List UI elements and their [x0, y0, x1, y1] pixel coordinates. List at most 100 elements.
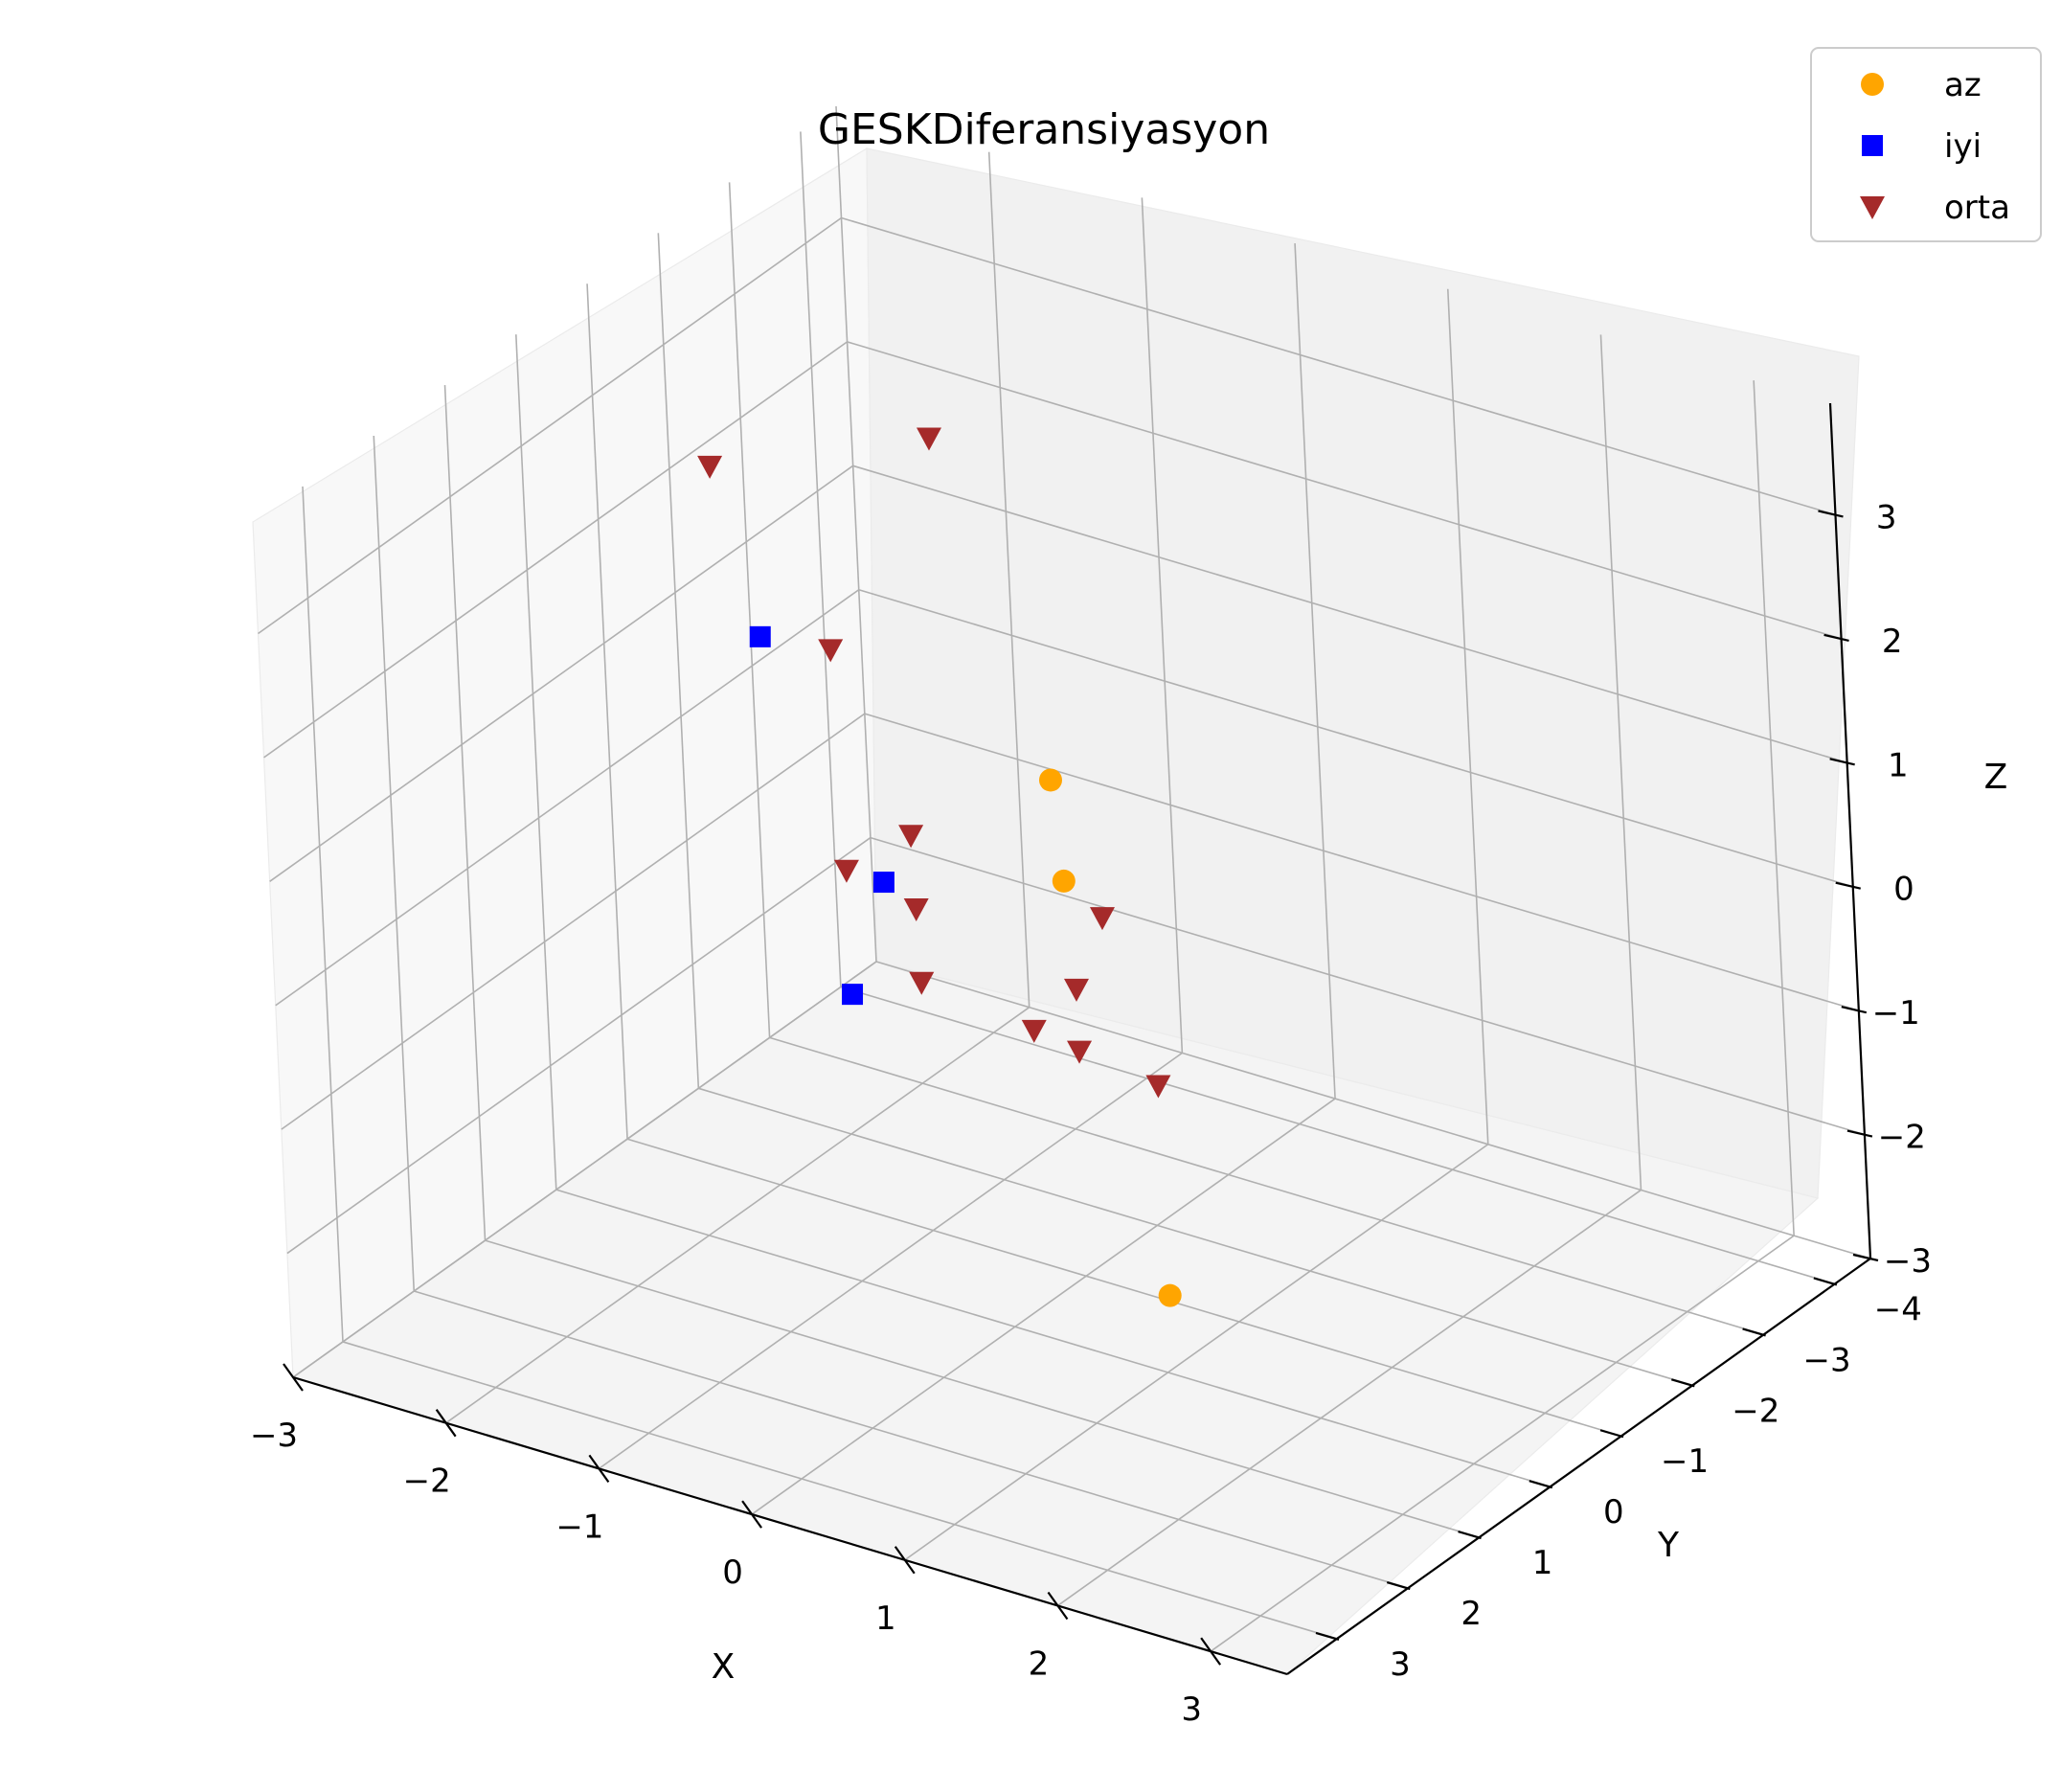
y-gridline-floor — [555, 1189, 1551, 1487]
x-tick — [741, 1500, 762, 1529]
x-gridline-wall — [835, 105, 877, 963]
y-gridline-wall — [728, 182, 771, 1038]
z-gridline-left — [263, 341, 849, 759]
y-axis-label: Y — [1657, 1526, 1680, 1565]
x-tick-label: −2 — [403, 1463, 451, 1501]
x-gridline-wall — [1446, 288, 1489, 1145]
z-tick-label: −3 — [1884, 1242, 1932, 1281]
x-gridline-wall — [1753, 380, 1795, 1236]
y-gridline-floor — [414, 1290, 1409, 1589]
point-orta — [1089, 907, 1115, 931]
y-gridline-floor — [769, 1036, 1764, 1336]
z-gridline-left — [269, 465, 854, 882]
x-gridline-floor — [598, 1052, 1183, 1470]
y-tick — [1315, 1631, 1340, 1642]
point-az — [1158, 1283, 1182, 1307]
y-gridline-wall — [514, 334, 557, 1191]
x-gridline-wall — [987, 151, 1030, 1008]
z-tick — [1823, 633, 1849, 642]
point-orta — [818, 639, 844, 663]
x-tick — [1047, 1591, 1069, 1621]
legend-item-az: az — [1861, 66, 1982, 104]
point-orta — [833, 859, 859, 883]
y-gridline-wall — [657, 233, 700, 1089]
series-iyi — [749, 625, 895, 1006]
x-gridline-wall — [1294, 243, 1336, 1100]
y-tick-label: −2 — [1732, 1392, 1779, 1430]
z-tick-label: −2 — [1878, 1119, 1926, 1157]
y-tick-label: 1 — [1532, 1544, 1553, 1582]
x-tick — [435, 1409, 457, 1438]
y-tick-label: 3 — [1390, 1645, 1411, 1684]
z-gridline-left — [281, 713, 866, 1130]
y-gridline-floor — [840, 986, 1836, 1285]
point-orta — [916, 427, 941, 451]
z-gridline-left — [275, 589, 860, 1007]
point-orta — [1063, 978, 1089, 1002]
y-gridline-wall — [443, 385, 487, 1241]
y-tick-label: −1 — [1661, 1442, 1709, 1481]
y-gridline-floor — [698, 1087, 1693, 1387]
point-orta — [1021, 1019, 1047, 1043]
series-orta — [697, 427, 1171, 1099]
z-gridline-left — [286, 836, 872, 1255]
y-tick-label: 0 — [1603, 1493, 1624, 1531]
data-points — [697, 427, 1182, 1307]
point-iyi — [749, 625, 771, 647]
y-gridline-floor — [626, 1138, 1622, 1438]
x-gridline-floor — [1056, 1189, 1642, 1607]
x-gridline-floor — [751, 1098, 1336, 1515]
legend-item-iyi: iyi — [1862, 127, 1982, 166]
z-gridline-back — [858, 588, 1853, 888]
x-tick-label: −1 — [555, 1508, 603, 1546]
y-tick — [1386, 1580, 1411, 1591]
y-gridline-wall — [373, 435, 416, 1292]
x-gridline-floor — [904, 1144, 1489, 1561]
point-orta — [903, 898, 929, 922]
x-tick — [588, 1454, 610, 1484]
z-tick — [1841, 1006, 1868, 1014]
z-tick-label: 1 — [1888, 746, 1909, 784]
y-tick — [1671, 1378, 1695, 1388]
point-az — [1052, 869, 1076, 893]
point-iyi — [842, 984, 864, 1006]
point-orta — [1145, 1075, 1171, 1099]
y-axis-line — [1286, 1258, 1871, 1675]
z-axis-label: Z — [1984, 758, 2008, 797]
z-gridline-left — [258, 216, 842, 635]
x-tick-label: 1 — [875, 1599, 896, 1638]
z-tick — [1846, 1129, 1873, 1138]
legend-marker-iyi — [1862, 135, 1883, 156]
series-az — [1038, 768, 1182, 1307]
y-tick — [1529, 1480, 1553, 1489]
grid-lines — [258, 105, 1871, 1652]
z-tick — [1852, 1253, 1879, 1262]
point-orta — [1067, 1040, 1093, 1064]
z-tick-label: 2 — [1882, 623, 1903, 661]
z-tick-label: 3 — [1876, 498, 1897, 536]
y-tick-label: 2 — [1461, 1595, 1482, 1633]
z-gridline-back — [864, 713, 1860, 1011]
y-tick — [1599, 1429, 1624, 1439]
z-tick — [1835, 881, 1861, 890]
x-tick — [1200, 1637, 1222, 1666]
z-gridline-back — [841, 216, 1836, 516]
legend-label: az — [1944, 66, 1982, 104]
x-tick-label: 2 — [1029, 1645, 1050, 1683]
z-gridline-back — [870, 836, 1866, 1136]
chart-title: GESKDiferansiyasyon — [818, 105, 1270, 154]
legend: az iyi orta — [1810, 47, 2042, 242]
x-gridline-wall — [1141, 197, 1184, 1054]
y-gridline-floor — [485, 1239, 1480, 1538]
y-tick — [1813, 1277, 1838, 1286]
point-orta — [909, 971, 935, 995]
z-tick-label: 0 — [1893, 871, 1914, 909]
z-tick-label: −1 — [1872, 994, 1920, 1032]
point-az — [1038, 768, 1062, 792]
x-gridline-wall — [1599, 334, 1642, 1191]
legend-label: orta — [1944, 189, 2010, 227]
z-axis-line — [1828, 402, 1872, 1259]
y-tick-label: −3 — [1803, 1341, 1851, 1379]
point-orta — [697, 455, 723, 479]
